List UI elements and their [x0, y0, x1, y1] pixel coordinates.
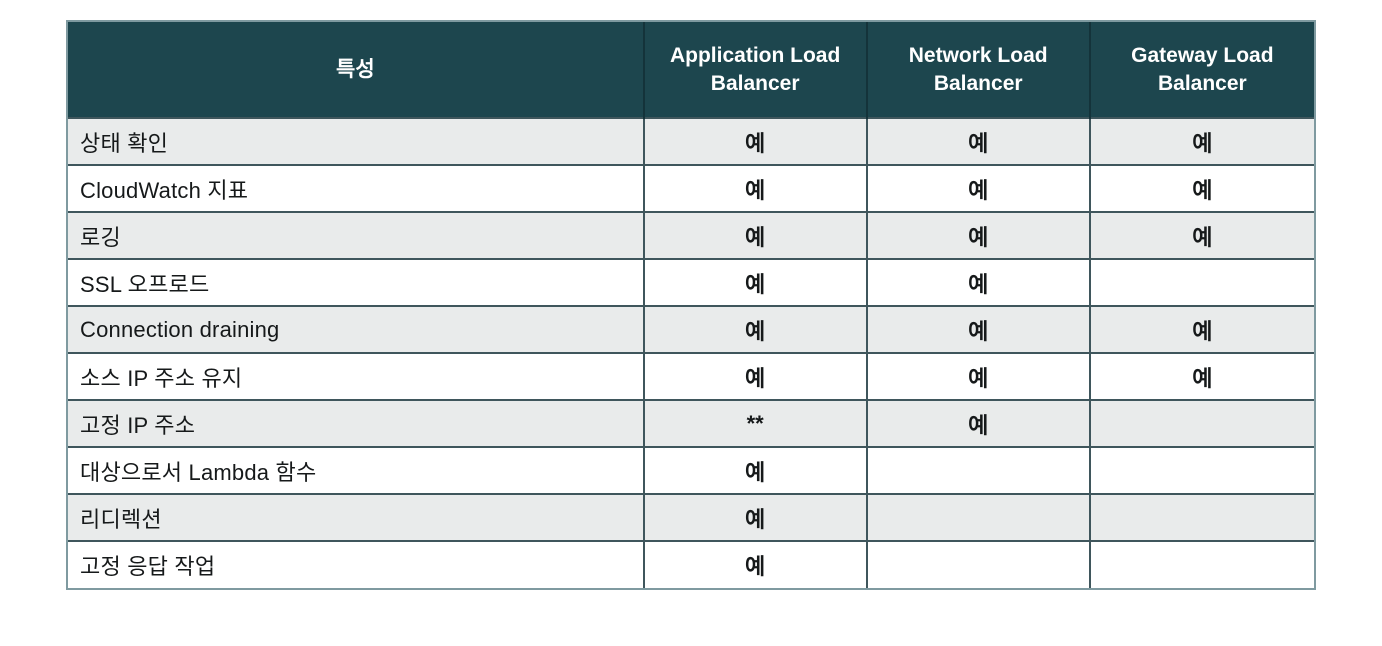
- cell-alb: 예: [642, 352, 868, 401]
- feature-label: SSL 오프로드: [68, 258, 645, 307]
- cell-nlb: 예: [865, 164, 1091, 213]
- cell-nlb: 예: [865, 258, 1091, 307]
- cell-alb: 예: [642, 258, 868, 307]
- cell-glb: 예: [1088, 305, 1314, 354]
- feature-label: 대상으로서 Lambda 함수: [68, 446, 645, 495]
- cell-glb: 예: [1088, 164, 1314, 213]
- header-row: 특성 Application Load Balancer Network Loa…: [68, 22, 1314, 118]
- cell-alb: 예: [642, 305, 868, 354]
- cell-alb: 예: [642, 211, 868, 260]
- cell-nlb: 예: [865, 399, 1091, 448]
- cell-nlb: [865, 493, 1091, 542]
- table-row: 대상으로서 Lambda 함수 예: [68, 446, 1314, 495]
- feature-label: 상태 확인: [68, 117, 645, 166]
- header-feature: 특성: [68, 22, 644, 118]
- cell-alb-footnote-marker: **: [642, 399, 868, 448]
- cell-alb: 예: [642, 493, 868, 542]
- table-row: Connection draining 예 예 예: [68, 305, 1314, 354]
- table-row: 상태 확인 예 예 예: [68, 117, 1314, 166]
- feature-label: 로깅: [68, 211, 645, 260]
- cell-nlb: 예: [865, 117, 1091, 166]
- cell-alb: 예: [642, 164, 868, 213]
- table-row: 소스 IP 주소 유지 예 예 예: [68, 352, 1314, 401]
- cell-alb: 예: [642, 446, 868, 495]
- table-row: SSL 오프로드 예 예: [68, 258, 1314, 307]
- cell-alb: 예: [642, 540, 868, 588]
- cell-glb: 예: [1088, 352, 1314, 401]
- table-row: 고정 IP 주소 ** 예: [68, 399, 1314, 448]
- cell-nlb: 예: [865, 211, 1091, 260]
- cell-nlb: 예: [865, 305, 1091, 354]
- feature-label: CloudWatch 지표: [68, 164, 645, 213]
- table-row: 로깅 예 예 예: [68, 211, 1314, 260]
- cell-nlb: [865, 446, 1091, 495]
- table-header: 특성 Application Load Balancer Network Loa…: [68, 22, 1314, 118]
- cell-nlb: 예: [865, 352, 1091, 401]
- cell-glb: [1088, 493, 1314, 542]
- feature-label: 고정 응답 작업: [68, 540, 645, 588]
- header-network-load-balancer: Network Load Balancer: [865, 22, 1090, 118]
- table-row: CloudWatch 지표 예 예 예: [68, 164, 1314, 213]
- header-application-load-balancer: Application Load Balancer: [642, 22, 867, 118]
- comparison-table: 특성 Application Load Balancer Network Loa…: [68, 22, 1314, 588]
- header-gateway-load-balancer: Gateway Load Balancer: [1088, 22, 1314, 118]
- table-row: 리디렉션 예: [68, 493, 1314, 542]
- feature-label: 리디렉션: [68, 493, 645, 542]
- cell-alb: 예: [642, 117, 868, 166]
- cell-glb: 예: [1088, 211, 1314, 260]
- table-row: 고정 응답 작업 예: [68, 540, 1314, 588]
- feature-label: 고정 IP 주소: [68, 399, 645, 448]
- cell-glb: [1088, 540, 1314, 588]
- cell-glb: [1088, 446, 1314, 495]
- cell-glb: [1088, 399, 1314, 448]
- cell-nlb: [865, 540, 1091, 588]
- table-body: 상태 확인 예 예 예 CloudWatch 지표 예 예 예 로깅 예 예 예…: [68, 117, 1314, 588]
- cell-glb: [1088, 258, 1314, 307]
- feature-label: Connection draining: [68, 305, 645, 354]
- load-balancer-comparison-table: 특성 Application Load Balancer Network Loa…: [66, 20, 1316, 590]
- cell-glb: 예: [1088, 117, 1314, 166]
- feature-label: 소스 IP 주소 유지: [68, 352, 645, 401]
